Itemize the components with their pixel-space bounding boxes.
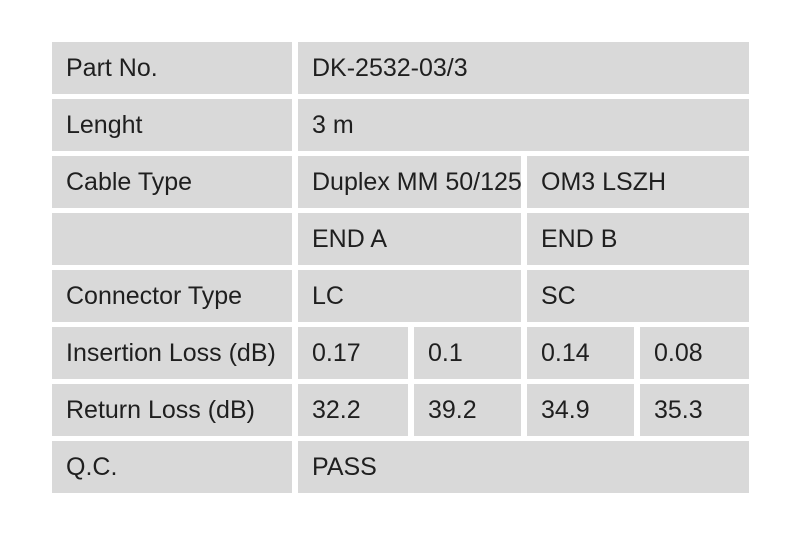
end-header-spacer-cell [52, 213, 292, 265]
connector-type-label: Connector Type [52, 270, 292, 322]
return-loss-end-b-1: 34.9 [527, 384, 634, 436]
return-loss-label: Return Loss (dB) [52, 384, 292, 436]
return-loss-end-a-1: 32.2 [298, 384, 408, 436]
part-no-value: DK-2532-03/3 [298, 42, 749, 94]
length-value: 3 m [298, 99, 749, 151]
cable-type-label: Cable Type [52, 156, 292, 208]
insertion-loss-label: Insertion Loss (dB) [52, 327, 292, 379]
return-loss-end-b-2: 35.3 [640, 384, 749, 436]
qc-label: Q.C. [52, 441, 292, 493]
return-loss-end-a-2: 39.2 [414, 384, 521, 436]
connector-type-end-a: LC [298, 270, 521, 322]
qc-spec-table: Part No. DK-2532-03/3 Lenght 3 m Cable T… [52, 42, 749, 493]
insertion-loss-end-b-1: 0.14 [527, 327, 634, 379]
cable-type-value-b: OM3 LSZH [527, 156, 749, 208]
end-b-header: END B [527, 213, 749, 265]
insertion-loss-end-b-2: 0.08 [640, 327, 749, 379]
connector-type-end-b: SC [527, 270, 749, 322]
cable-type-value-a: Duplex MM 50/125 [298, 156, 521, 208]
part-no-label: Part No. [52, 42, 292, 94]
insertion-loss-end-a-2: 0.1 [414, 327, 521, 379]
qc-value: PASS [298, 441, 749, 493]
insertion-loss-end-a-1: 0.17 [298, 327, 408, 379]
length-label: Lenght [52, 99, 292, 151]
end-a-header: END A [298, 213, 521, 265]
